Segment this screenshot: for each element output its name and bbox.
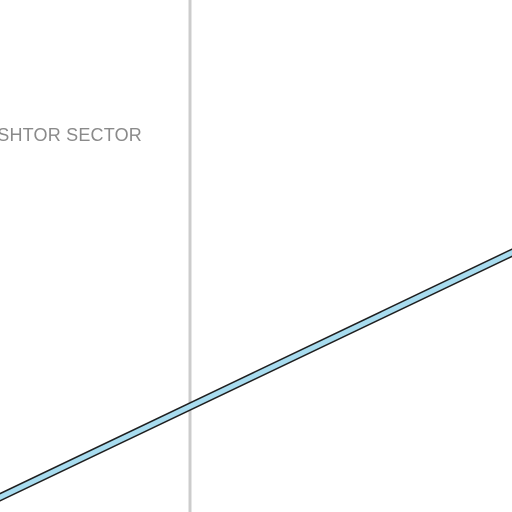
sector-label: ASHTOR SECTOR bbox=[0, 125, 142, 145]
route-line[interactable] bbox=[0, 248, 512, 502]
